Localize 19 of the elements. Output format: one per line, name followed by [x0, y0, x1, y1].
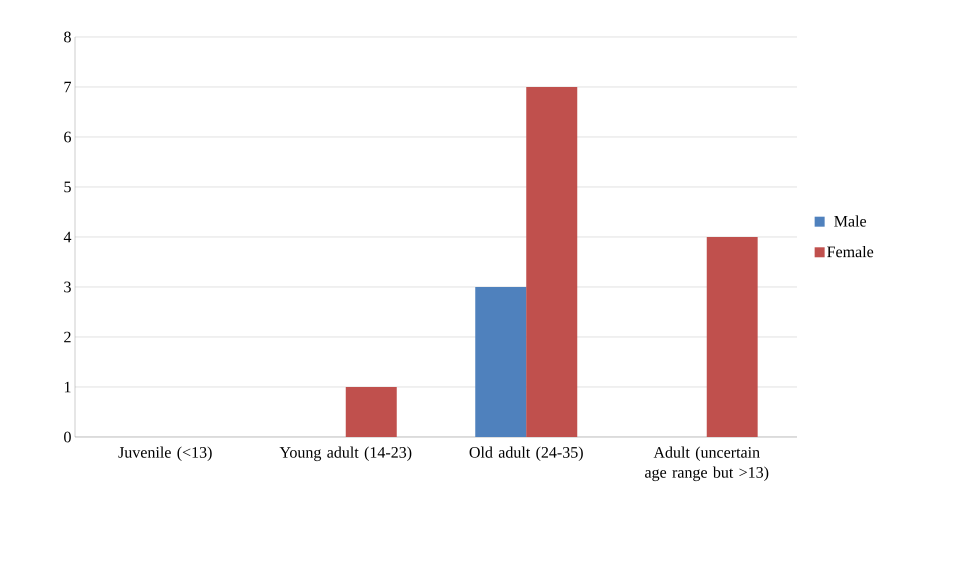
x-tick-label: Young adult (14-23) — [280, 446, 412, 462]
bar — [346, 386, 397, 437]
y-tick-label: 6 — [64, 132, 72, 142]
bar — [526, 86, 578, 437]
y-tick-label: 2 — [64, 332, 71, 342]
legend-label: Male — [834, 215, 866, 227]
y-tick-label: 5 — [64, 182, 71, 192]
y-tick-label: 0 — [64, 432, 71, 442]
y-tick-label: 3 — [64, 282, 71, 292]
bar — [475, 286, 526, 437]
y-tick-label: 4 — [64, 232, 72, 242]
x-tick-label: Old adult (24-35) — [470, 446, 583, 462]
y-tick-label: 7 — [64, 82, 72, 92]
y-tick-label: 1 — [64, 382, 71, 392]
x-tick-label: Adult (uncertain age range but >13) — [645, 446, 768, 482]
y-tick-label: 8 — [64, 32, 71, 42]
legend-label: Female — [827, 246, 874, 258]
x-tick-label: Juvenile (<13) — [118, 446, 212, 462]
bar — [706, 236, 758, 437]
